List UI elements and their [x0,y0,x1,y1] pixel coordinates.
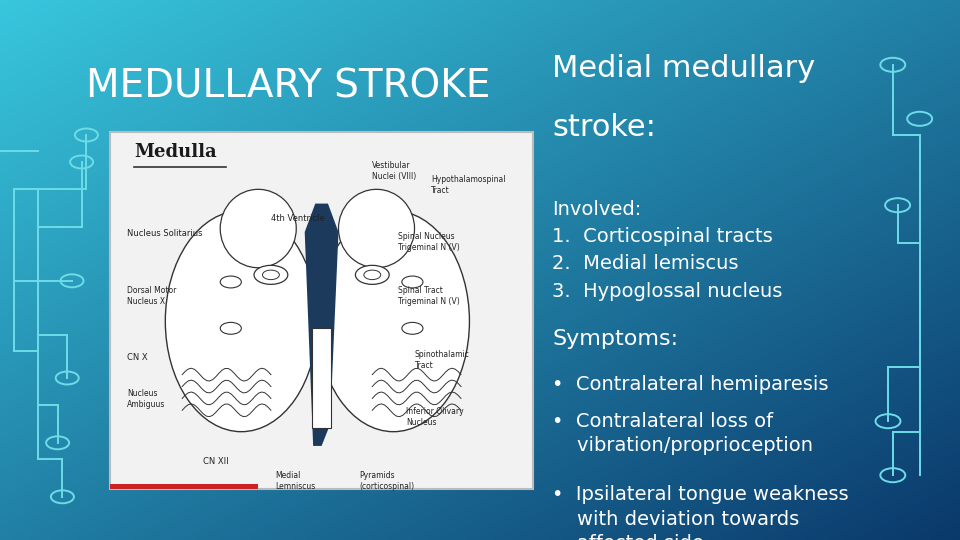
Circle shape [402,322,423,334]
Ellipse shape [339,190,415,268]
Bar [110,132,533,489]
Ellipse shape [318,211,469,431]
Circle shape [262,270,279,280]
Circle shape [402,276,423,288]
Text: Nucleus
Ambiguus: Nucleus Ambiguus [128,389,166,409]
Text: MEDULLARY STROKE: MEDULLARY STROKE [85,68,491,105]
Text: Hypothalamospinal
Tract: Hypothalamospinal Tract [431,175,506,195]
Text: Spinal Tract
Trigeminal N (V): Spinal Tract Trigeminal N (V) [397,286,460,306]
Text: Medulla: Medulla [134,143,217,161]
Text: Spinal Nucleus
Trigeminal N (V): Spinal Nucleus Trigeminal N (V) [397,232,460,252]
Text: CN XII: CN XII [204,457,228,465]
Text: Medial medullary: Medial medullary [552,54,815,83]
Circle shape [220,322,241,334]
Text: Pyramids
(corticospinal): Pyramids (corticospinal) [360,471,415,491]
Bar [312,328,331,428]
Text: CN X: CN X [128,353,148,362]
Text: stroke:: stroke: [552,113,656,143]
Circle shape [220,276,241,288]
Text: 4th Ventricle: 4th Ventricle [271,214,324,223]
Text: Symptoms:: Symptoms: [552,329,678,349]
Ellipse shape [165,211,318,431]
Polygon shape [304,204,339,446]
Text: Involved:
1.  Corticospinal tracts
2.  Medial lemiscus
3.  Hypoglossal nucleus: Involved: 1. Corticospinal tracts 2. Med… [552,200,782,301]
Text: •  Contralateral loss of
    vibration/proprioception: • Contralateral loss of vibration/propri… [552,412,813,455]
Text: Vestibular
Nuclei (VIII): Vestibular Nuclei (VIII) [372,161,417,181]
Text: Medial
Lemniscus: Medial Lemniscus [276,471,316,491]
Text: Inferior Olivary
Nucleus: Inferior Olivary Nucleus [406,407,464,427]
Text: •  Ipsilateral tongue weakness
    with deviation towards
    affected side: • Ipsilateral tongue weakness with devia… [552,485,849,540]
Bar [110,484,258,489]
Circle shape [355,265,389,285]
Text: Spinothalamic
Tract: Spinothalamic Tract [415,350,469,370]
Text: Dorsal Motor
Nucleus X: Dorsal Motor Nucleus X [128,286,177,306]
Text: Nucleus Solitarius: Nucleus Solitarius [128,228,203,238]
Text: •  Contralateral hemiparesis: • Contralateral hemiparesis [552,375,828,394]
Ellipse shape [220,190,297,268]
Circle shape [254,265,288,285]
Circle shape [364,270,381,280]
